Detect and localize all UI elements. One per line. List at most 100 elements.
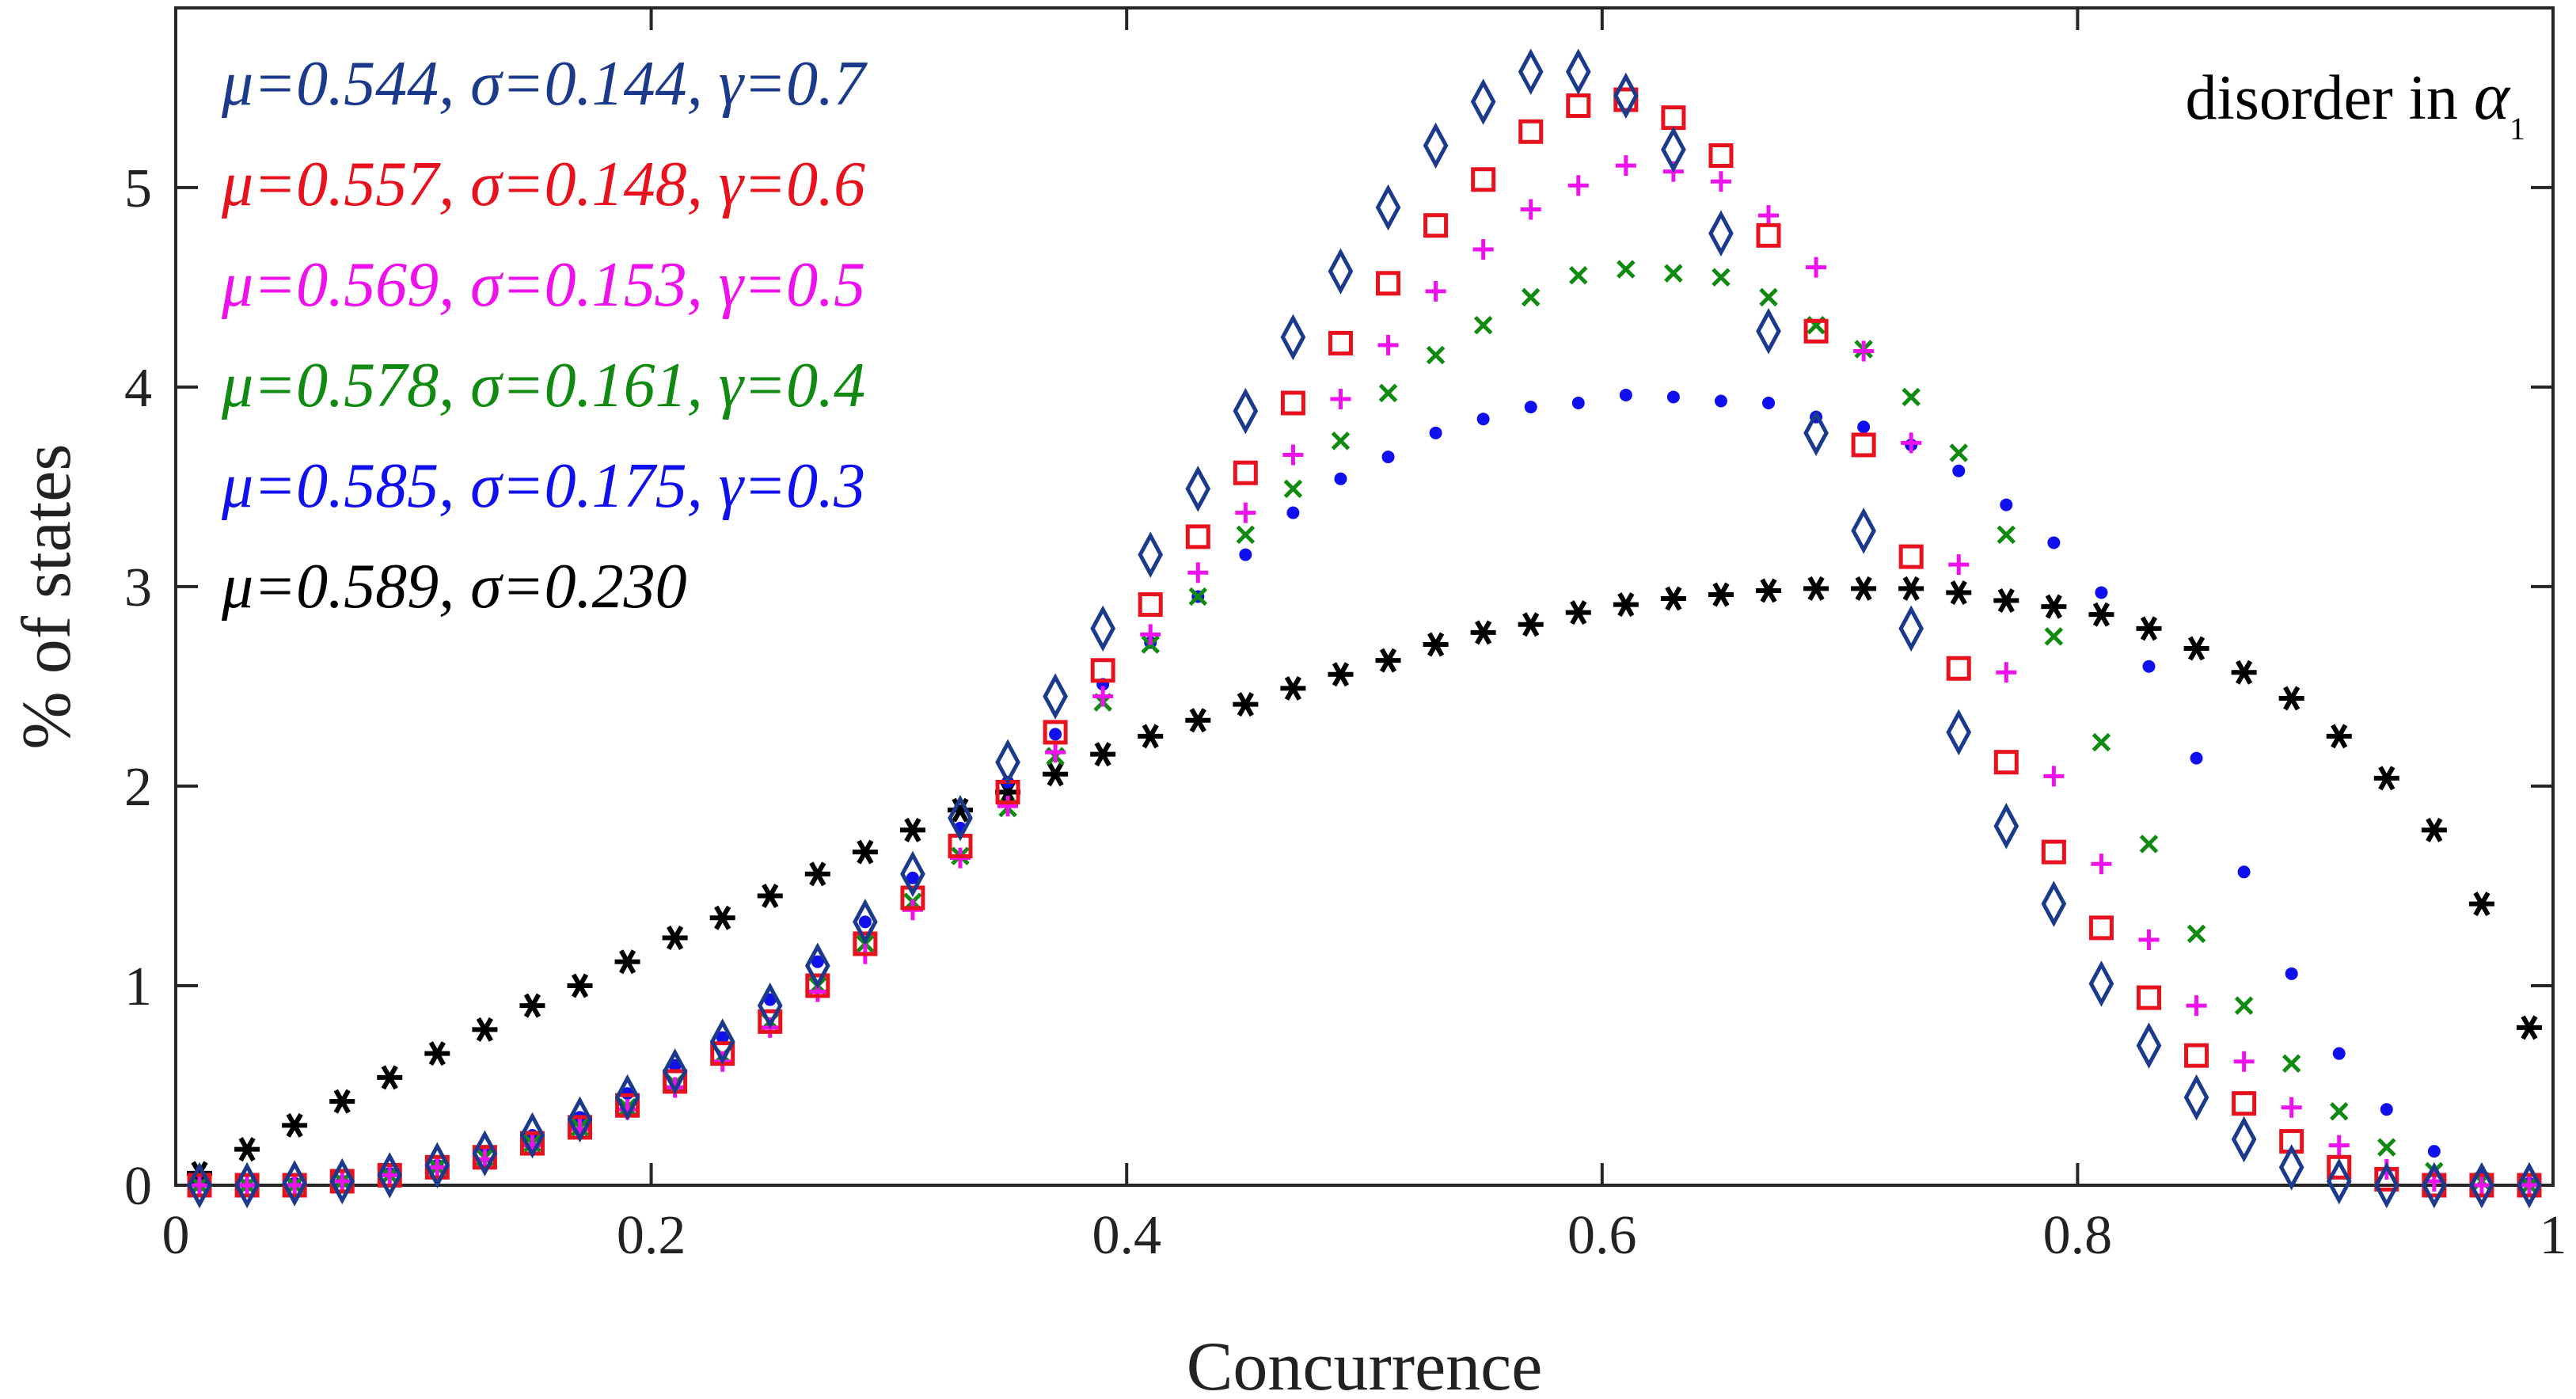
- diamond-marker: [709, 1018, 735, 1065]
- x-marker: [1949, 443, 1969, 462]
- plus-marker: [1853, 340, 1875, 362]
- dot-marker: [1239, 548, 1252, 561]
- asterisk-marker: [234, 1137, 260, 1162]
- asterisk-marker: [1518, 612, 1544, 637]
- diamond-marker: [2231, 1116, 2257, 1163]
- square-marker: [2041, 839, 2066, 865]
- diamond-marker: [662, 1048, 688, 1095]
- plus-marker: [1806, 257, 1827, 278]
- x-marker: [1236, 525, 1256, 545]
- square-marker: [2088, 915, 2114, 941]
- diamond-marker: [1946, 709, 1972, 756]
- plus-marker: [1187, 562, 1209, 584]
- diamond-marker: [995, 739, 1020, 785]
- diamond-marker: [948, 795, 973, 842]
- square-marker: [1756, 222, 1781, 248]
- asterisk-marker: [1946, 580, 1972, 605]
- asterisk-marker: [2183, 636, 2209, 661]
- plus-marker: [1140, 624, 1161, 645]
- y-tick-label: 2: [124, 757, 152, 818]
- x-marker: [2329, 1101, 2349, 1121]
- dot-marker: [716, 1031, 729, 1044]
- diamond-marker: [1090, 605, 1116, 652]
- plus-marker: [2471, 1175, 2492, 1196]
- dot-marker: [2000, 498, 2013, 511]
- diamond-marker: [519, 1112, 545, 1159]
- x-marker: [2377, 1138, 2396, 1157]
- dot-marker: [2427, 1145, 2441, 1158]
- diamond-marker: [1043, 673, 1068, 720]
- square-marker: [2184, 1043, 2209, 1068]
- dot-marker: [906, 871, 919, 884]
- annotation-disorder: disorder in α1: [2185, 58, 2525, 146]
- diamond-marker: [804, 942, 830, 990]
- legend-entry: μ=0.585, σ=0.175, γ=0.3: [221, 451, 865, 521]
- legend-entry: μ=0.589, σ=0.230: [221, 552, 687, 622]
- plus-marker: [1045, 742, 1066, 763]
- diamond-marker: [1138, 531, 1164, 578]
- x-marker: [1617, 260, 1636, 279]
- diamond-marker: [567, 1096, 593, 1143]
- asterisk-marker: [1708, 582, 1734, 607]
- asterisk-marker: [2421, 817, 2447, 842]
- y-tick-label: 4: [124, 358, 152, 419]
- asterisk-marker: [1898, 576, 1924, 601]
- diamond-marker: [187, 1161, 212, 1209]
- dot-marker: [2190, 751, 2203, 765]
- diamond-marker: [2278, 1144, 2304, 1191]
- series-plus: [189, 155, 2540, 1196]
- diamond-marker: [1423, 122, 1449, 169]
- annotation-subscript: 1: [2510, 111, 2525, 146]
- x-marker: [1473, 315, 1493, 335]
- plus-marker: [1235, 502, 1256, 523]
- square-marker: [2327, 1154, 2352, 1180]
- axes: 0 0.2 0.4 0.6 0.8 1 0 1 2 3 4 5: [124, 6, 2567, 1266]
- dot-marker: [1049, 728, 1062, 741]
- x-marker: [1759, 287, 1778, 307]
- square-marker: [1328, 330, 1353, 355]
- x-marker: [1378, 383, 1398, 403]
- annotation-symbol: α: [2474, 58, 2511, 134]
- dot-marker: [2380, 1103, 2393, 1116]
- diamond-marker: [1993, 803, 2019, 850]
- dot-marker: [811, 955, 824, 968]
- plot-frame: [174, 6, 2555, 1187]
- square-marker: [1946, 656, 1971, 681]
- plus-marker: [2186, 995, 2207, 1017]
- diamond-marker: [1756, 308, 1781, 355]
- x-marker: [1902, 387, 1921, 407]
- diamond-marker: [1803, 409, 1829, 457]
- square-marker: [1471, 167, 1496, 192]
- x-marker: [1664, 264, 1683, 283]
- y-tick-label: 0: [124, 1156, 152, 1217]
- square-marker: [1233, 460, 1258, 485]
- diamond-marker: [614, 1074, 640, 1121]
- dot-marker: [2332, 1047, 2346, 1060]
- asterisk-marker: [2088, 602, 2114, 627]
- asterisk-marker: [1043, 762, 1069, 787]
- dot-marker: [1286, 506, 1300, 519]
- plus-marker: [1901, 432, 1922, 454]
- plus-marker: [1758, 205, 1780, 226]
- diamond-marker: [1613, 72, 1639, 120]
- asterisk-marker: [1328, 662, 1354, 687]
- x-marker: [2234, 996, 2254, 1015]
- diamond-marker: [2422, 1161, 2447, 1209]
- y-axis-title: % of states: [9, 443, 85, 749]
- series-asterisk: [187, 576, 2542, 1186]
- dot-marker: [1476, 412, 1490, 426]
- square-marker: [1043, 720, 1068, 745]
- x-tick-label: 0.6: [1567, 1205, 1637, 1266]
- diamond-marker: [853, 899, 878, 945]
- plus-marker: [2518, 1175, 2540, 1196]
- asterisk-marker: [947, 797, 973, 823]
- dot-marker: [2285, 967, 2298, 980]
- x-marker: [2187, 924, 2206, 944]
- square-marker: [1090, 658, 1115, 683]
- diamond-marker: [2469, 1161, 2494, 1209]
- plus-marker: [1425, 280, 1446, 302]
- asterisk-marker: [377, 1065, 403, 1090]
- asterisk-marker: [1993, 588, 2019, 614]
- asterisk-marker: [1756, 578, 1782, 603]
- diamond-marker: [900, 850, 925, 898]
